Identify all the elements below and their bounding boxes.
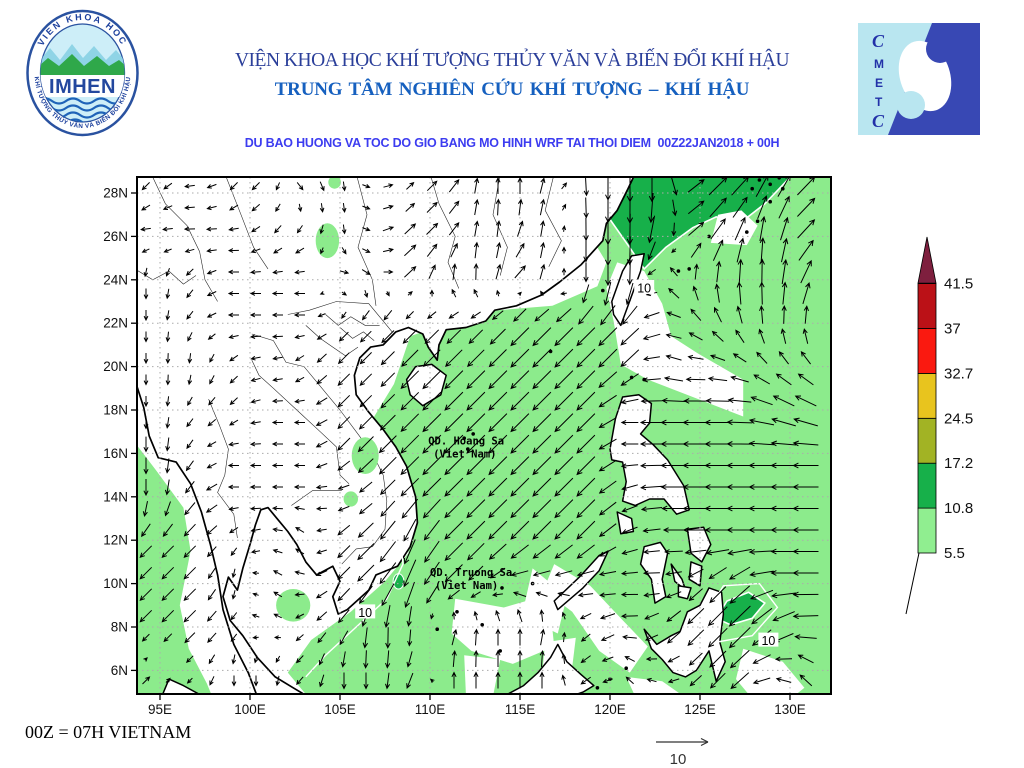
institute-name: VIỆN KHOA HỌC KHÍ TƯỢNG THỦY VĂN VÀ BIẾN… xyxy=(234,50,790,71)
svg-text:125E: 125E xyxy=(684,702,716,717)
svg-text:24.5: 24.5 xyxy=(944,410,973,427)
svg-text:10.8: 10.8 xyxy=(944,500,973,517)
svg-text:10N: 10N xyxy=(103,576,128,591)
map-frame-and-axes: 95E 100E 105E 110E 115E 120E 125E 130E 28N 26N 24N… xyxy=(103,176,832,717)
svg-text:QD. Hoang Sa: QD. Hoang Sa xyxy=(428,436,504,448)
svg-text:10: 10 xyxy=(761,634,775,648)
svg-text:12N: 12N xyxy=(103,533,128,548)
svg-text:17.2: 17.2 xyxy=(944,455,973,472)
svg-text:22N: 22N xyxy=(103,316,128,331)
svg-text:28N: 28N xyxy=(103,186,128,201)
svg-text:(Viet Nam): (Viet Nam) xyxy=(435,580,498,592)
svg-text:130E: 130E xyxy=(774,702,806,717)
colorbar-legend: 5.5 10.8 17.2 24.5 32.7 37 41.5 xyxy=(905,236,973,615)
cmetc-logo: C M E T C xyxy=(858,23,980,135)
map-gridlines xyxy=(137,177,831,694)
svg-text:32.7: 32.7 xyxy=(944,365,973,382)
svg-text:20N: 20N xyxy=(103,359,128,374)
svg-text:6N: 6N xyxy=(111,663,128,678)
svg-text:24N: 24N xyxy=(103,272,128,287)
svg-text:QD. Truong Sa: QD. Truong Sa xyxy=(430,567,512,579)
svg-text:10: 10 xyxy=(670,751,687,768)
svg-text:5.5: 5.5 xyxy=(944,545,965,562)
header-titles: VIỆN KHOA HỌC KHÍ TƯỢNG THỦY VĂN VÀ BIẾN… xyxy=(145,50,879,101)
timezone-note: 00Z = 07H VIETNAM xyxy=(25,722,192,742)
center-name: TRUNG TÂM NGHIÊN CỨU KHÍ TƯỢNG – KHÍ HẬU xyxy=(274,79,750,100)
svg-text:120E: 120E xyxy=(594,702,626,717)
svg-text:95E: 95E xyxy=(148,702,172,717)
imhen-abbr: IMHEN xyxy=(49,76,116,98)
svg-text:10: 10 xyxy=(637,281,651,295)
forecast-subtitle: DU BAO HUONG VA TOC DO GIO BANG MO HINH … xyxy=(244,136,780,150)
svg-text:18N: 18N xyxy=(103,403,128,418)
svg-text:115E: 115E xyxy=(505,702,536,717)
svg-text:8N: 8N xyxy=(111,620,128,635)
svg-text:14N: 14N xyxy=(103,489,128,504)
svg-text:10: 10 xyxy=(358,606,372,620)
svg-text:37: 37 xyxy=(944,321,961,338)
coastlines-land xyxy=(137,177,785,694)
svg-text:M: M xyxy=(874,57,884,71)
reference-vector: 10 xyxy=(656,737,709,768)
svg-text:110E: 110E xyxy=(415,702,446,717)
svg-text:105E: 105E xyxy=(324,702,356,717)
svg-text:(Viet Nam): (Viet Nam) xyxy=(433,449,496,461)
wind-vectors xyxy=(139,177,819,690)
cmetc-letters: C M E T C xyxy=(872,31,885,131)
svg-text:16N: 16N xyxy=(103,446,128,461)
svg-text:26N: 26N xyxy=(103,229,128,244)
imhen-logo: IMHEN VIEN KHOA HOC KHÍ TƯỢNG THỦY VĂN V… xyxy=(26,9,139,137)
svg-text:100E: 100E xyxy=(234,702,266,717)
svg-text:E: E xyxy=(875,76,883,90)
svg-text:41.5: 41.5 xyxy=(944,276,973,293)
svg-text:T: T xyxy=(875,95,883,109)
svg-text:C: C xyxy=(872,31,885,51)
svg-text:C: C xyxy=(872,111,885,131)
